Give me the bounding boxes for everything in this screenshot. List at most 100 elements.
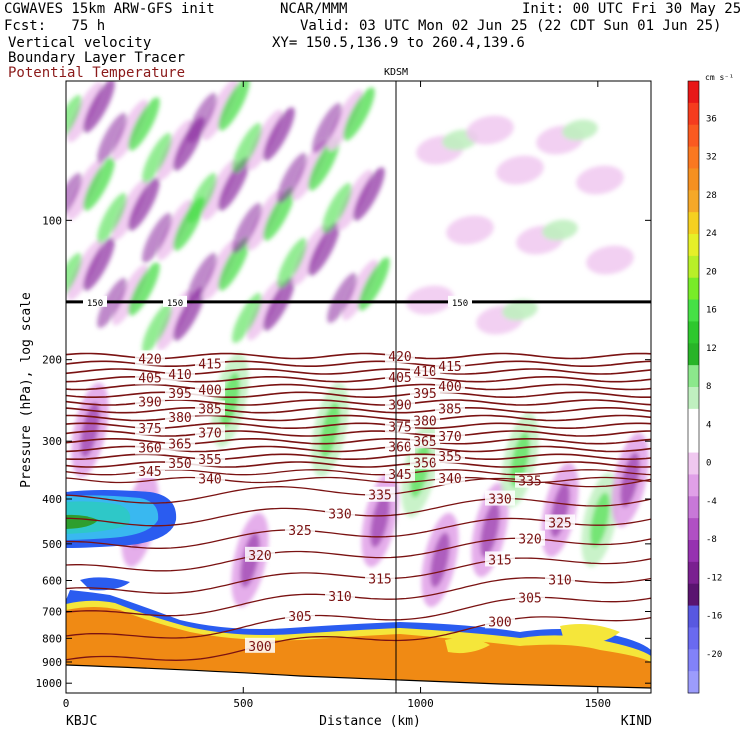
isentrope-label: 380 bbox=[168, 411, 191, 426]
w-contour bbox=[97, 192, 127, 244]
y-tick-label: 900 bbox=[42, 656, 62, 669]
isentrope-label: 345 bbox=[388, 468, 411, 483]
colorbar-tick-label: 4 bbox=[706, 420, 711, 430]
w-contour bbox=[322, 182, 352, 234]
isentrope-label-bg bbox=[515, 589, 545, 605]
colorbar-tick-label: 8 bbox=[706, 382, 711, 392]
w-contour bbox=[327, 272, 357, 324]
isentrope-label-bg bbox=[410, 433, 440, 449]
field-vertical-velocity: Vertical velocity bbox=[8, 35, 152, 51]
w-contour bbox=[480, 502, 500, 558]
w-contour bbox=[83, 157, 115, 211]
w-contour bbox=[496, 155, 544, 185]
isentrope-label: 335 bbox=[368, 489, 391, 504]
w-contour bbox=[83, 237, 115, 291]
isentrope-label: 365 bbox=[168, 438, 191, 453]
isentrope-410 bbox=[66, 368, 651, 375]
colorbar-swatch bbox=[688, 212, 699, 235]
isentrope-label: 350 bbox=[168, 457, 191, 472]
isentrope-label: 415 bbox=[438, 360, 461, 375]
isentrope-label-bg bbox=[195, 470, 225, 486]
isentrope-label-bg bbox=[435, 470, 465, 486]
isentrope-label: 380 bbox=[413, 414, 436, 429]
isentrope-label: 360 bbox=[388, 441, 411, 456]
colorbar-swatch bbox=[688, 518, 699, 541]
isentrope-label-bg bbox=[485, 490, 515, 506]
valid-time: Valid: 03 UTC Mon 02 Jun 25 (22 CDT Sun … bbox=[300, 18, 722, 34]
w-contour bbox=[277, 237, 307, 289]
w-contour bbox=[586, 245, 634, 275]
w-contour bbox=[83, 81, 115, 133]
w-contour bbox=[562, 119, 598, 141]
field-boundary-layer-tracer: Boundary Layer Tracer bbox=[8, 50, 186, 66]
isentrope-label-bg bbox=[195, 381, 225, 397]
isentrope-415 bbox=[66, 360, 651, 367]
isentrope-label-bg bbox=[435, 448, 465, 464]
isentrope-label-bg bbox=[195, 400, 225, 416]
w-contour bbox=[263, 107, 295, 161]
w-contour bbox=[66, 252, 82, 304]
colorbar-tick-label: 28 bbox=[706, 191, 717, 201]
isentrope-label: 370 bbox=[438, 430, 461, 445]
w-contour bbox=[97, 112, 127, 164]
isentrope-label-bg bbox=[165, 455, 195, 471]
isentrope-label: 320 bbox=[248, 549, 271, 564]
w-contour bbox=[232, 292, 262, 344]
isentrope-label-bg bbox=[325, 505, 355, 521]
isentrope-label: 330 bbox=[328, 507, 351, 522]
isentrope-label: 370 bbox=[198, 427, 221, 442]
isentrope-label: 390 bbox=[138, 396, 161, 411]
isentrope-label: 395 bbox=[413, 387, 436, 402]
x-axis: 0 500 1000 1500 bbox=[63, 81, 611, 710]
y-tick-label: 400 bbox=[42, 493, 62, 506]
isentrope-385 bbox=[66, 407, 651, 414]
w-contour bbox=[358, 257, 390, 311]
isentrope-label-bg bbox=[385, 368, 415, 384]
colorbar-unit: cm s⁻¹ bbox=[705, 73, 734, 82]
isentrope-365 bbox=[66, 438, 651, 445]
colorbar-frame bbox=[687, 80, 700, 694]
w-contour bbox=[247, 189, 283, 251]
x-tick-label: 1500 bbox=[585, 697, 612, 710]
w-contour bbox=[343, 87, 375, 141]
colorbar-tick-label: 32 bbox=[706, 153, 717, 163]
colorbar-swatch bbox=[688, 496, 699, 519]
isentrope-label: 330 bbox=[488, 493, 511, 508]
isentrope-355 bbox=[66, 453, 651, 460]
colorbar-swatch bbox=[688, 627, 699, 650]
w-contour bbox=[308, 137, 340, 191]
isentrope-label: 340 bbox=[198, 473, 221, 488]
isentrope-label-bg bbox=[135, 463, 165, 479]
w-contour bbox=[406, 285, 454, 315]
w-contour bbox=[263, 187, 295, 241]
isentrope-350 bbox=[66, 461, 651, 468]
isentrope-label-bg bbox=[245, 637, 275, 653]
vertical-velocity-shading bbox=[66, 81, 649, 608]
colorbar-swatch bbox=[688, 452, 699, 475]
isentrope-label: 325 bbox=[548, 516, 571, 531]
isentrope-label-bg bbox=[285, 522, 315, 538]
colorbar-swatch bbox=[688, 387, 699, 410]
colorbar-swatch bbox=[688, 146, 699, 169]
x-tick-label: 0 bbox=[63, 697, 70, 710]
colorbar-tick-label: -16 bbox=[706, 612, 722, 622]
isentrope-label-bg bbox=[545, 571, 575, 587]
isentrope-340 bbox=[66, 476, 651, 484]
y-tick-label: 1000 bbox=[36, 677, 63, 690]
isentrope-label: 320 bbox=[518, 533, 541, 548]
field-potential-temperature: Potential Temperature bbox=[8, 65, 186, 81]
colorbar-swatch bbox=[688, 124, 699, 148]
isentrope-label: 365 bbox=[413, 435, 436, 450]
isentrope-label: 405 bbox=[388, 371, 411, 386]
w-contour bbox=[142, 212, 172, 264]
w-contour bbox=[232, 202, 262, 254]
isentrope-label: 385 bbox=[438, 403, 461, 418]
isentrope-label-bg bbox=[410, 454, 440, 470]
w-contour bbox=[157, 119, 193, 181]
colorbar-swatch bbox=[688, 255, 699, 279]
colorbar-tick-label: -4 bbox=[706, 497, 717, 507]
terrain bbox=[66, 665, 651, 693]
isentrope-label-bg bbox=[435, 400, 465, 416]
isentrope-label: 375 bbox=[138, 422, 161, 437]
w-contour bbox=[67, 239, 103, 301]
